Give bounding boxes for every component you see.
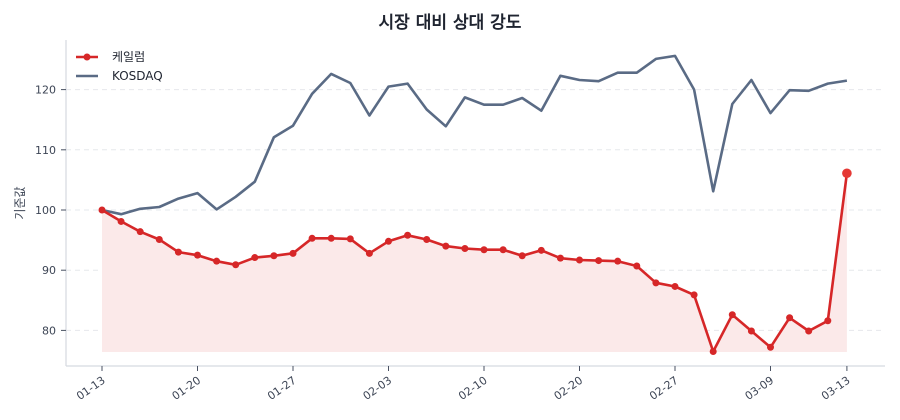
data-point-marker xyxy=(423,235,431,243)
data-point-marker xyxy=(786,314,794,322)
data-point-marker xyxy=(155,235,163,243)
data-point-marker xyxy=(556,254,564,262)
series-line xyxy=(101,173,849,353)
data-point-marker xyxy=(194,251,201,259)
data-point-marker xyxy=(671,282,679,290)
data-point-marker xyxy=(518,252,526,260)
data-point-marker xyxy=(98,206,106,214)
y-tick-label: 120 xyxy=(35,84,56,97)
data-point-marker xyxy=(690,291,698,299)
data-point-marker xyxy=(289,249,297,257)
data-point-marker xyxy=(595,257,603,265)
data-point-marker xyxy=(499,246,507,254)
data-point-marker xyxy=(251,254,259,262)
legend: 케일럼 KOSDAQ xyxy=(76,50,163,83)
data-point-marker xyxy=(767,343,774,351)
x-tick-label: 01-13 xyxy=(74,374,108,403)
data-point-marker xyxy=(633,262,641,270)
data-point-marker xyxy=(709,347,717,355)
data-point-marker xyxy=(308,234,316,242)
x-tick-label: 02-20 xyxy=(552,374,586,403)
data-point-marker xyxy=(461,245,469,253)
data-point-marker xyxy=(117,217,125,225)
y-tick-label: 90 xyxy=(42,264,56,277)
data-point-marker xyxy=(346,235,354,243)
data-point-marker xyxy=(842,168,852,179)
y-tick-label: 80 xyxy=(42,324,56,337)
x-tick-label: 03-13 xyxy=(819,374,853,403)
y-axis-ticks: 80 90 100 110 120 xyxy=(35,84,66,337)
data-point-marker xyxy=(747,327,755,335)
series-line xyxy=(101,54,848,216)
x-tick-label: 01-27 xyxy=(265,374,299,403)
series-lines xyxy=(98,54,852,355)
x-tick-label: 02-03 xyxy=(361,374,395,403)
data-point-marker xyxy=(824,317,832,325)
area-fill-region xyxy=(102,173,847,352)
data-point-marker xyxy=(537,246,545,254)
y-tick-label: 110 xyxy=(35,144,56,157)
data-point-marker xyxy=(385,237,392,245)
data-point-marker xyxy=(365,249,373,257)
chart-title: 시장 대비 상대 강도 xyxy=(379,13,522,33)
data-point-marker xyxy=(480,246,488,254)
x-tick-label: 02-27 xyxy=(647,374,681,403)
data-point-marker xyxy=(327,234,335,242)
axes xyxy=(65,40,885,367)
data-point-marker xyxy=(213,257,221,265)
data-point-marker xyxy=(270,252,278,260)
data-point-marker xyxy=(442,242,450,250)
legend-label: KOSDAQ xyxy=(112,69,163,83)
data-point-marker xyxy=(728,311,736,319)
legend-marker-icon xyxy=(83,53,91,61)
data-point-marker xyxy=(805,327,813,335)
legend-item-kosdaq[interactable]: KOSDAQ xyxy=(76,69,163,83)
data-point-marker xyxy=(232,261,240,269)
x-axis-ticks: 01-13 01-20 01-27 02-03 02-10 02-20 02-27 03-09… xyxy=(74,366,853,403)
legend-item-kelum[interactable]: 케일럼 xyxy=(76,50,145,64)
x-tick-label: 03-09 xyxy=(743,374,777,403)
legend-label: 케일럼 xyxy=(112,50,145,64)
data-point-marker xyxy=(136,228,144,236)
data-point-marker xyxy=(576,256,583,264)
data-point-marker xyxy=(614,257,622,265)
area-fill xyxy=(102,173,847,352)
data-point-marker xyxy=(404,231,412,239)
data-point-marker xyxy=(652,279,660,287)
x-tick-label: 02-10 xyxy=(456,374,490,403)
data-point-marker xyxy=(174,248,182,256)
x-tick-label: 01-20 xyxy=(170,374,204,403)
y-axis-label: 기준값 xyxy=(13,186,27,219)
y-tick-label: 100 xyxy=(35,204,56,217)
